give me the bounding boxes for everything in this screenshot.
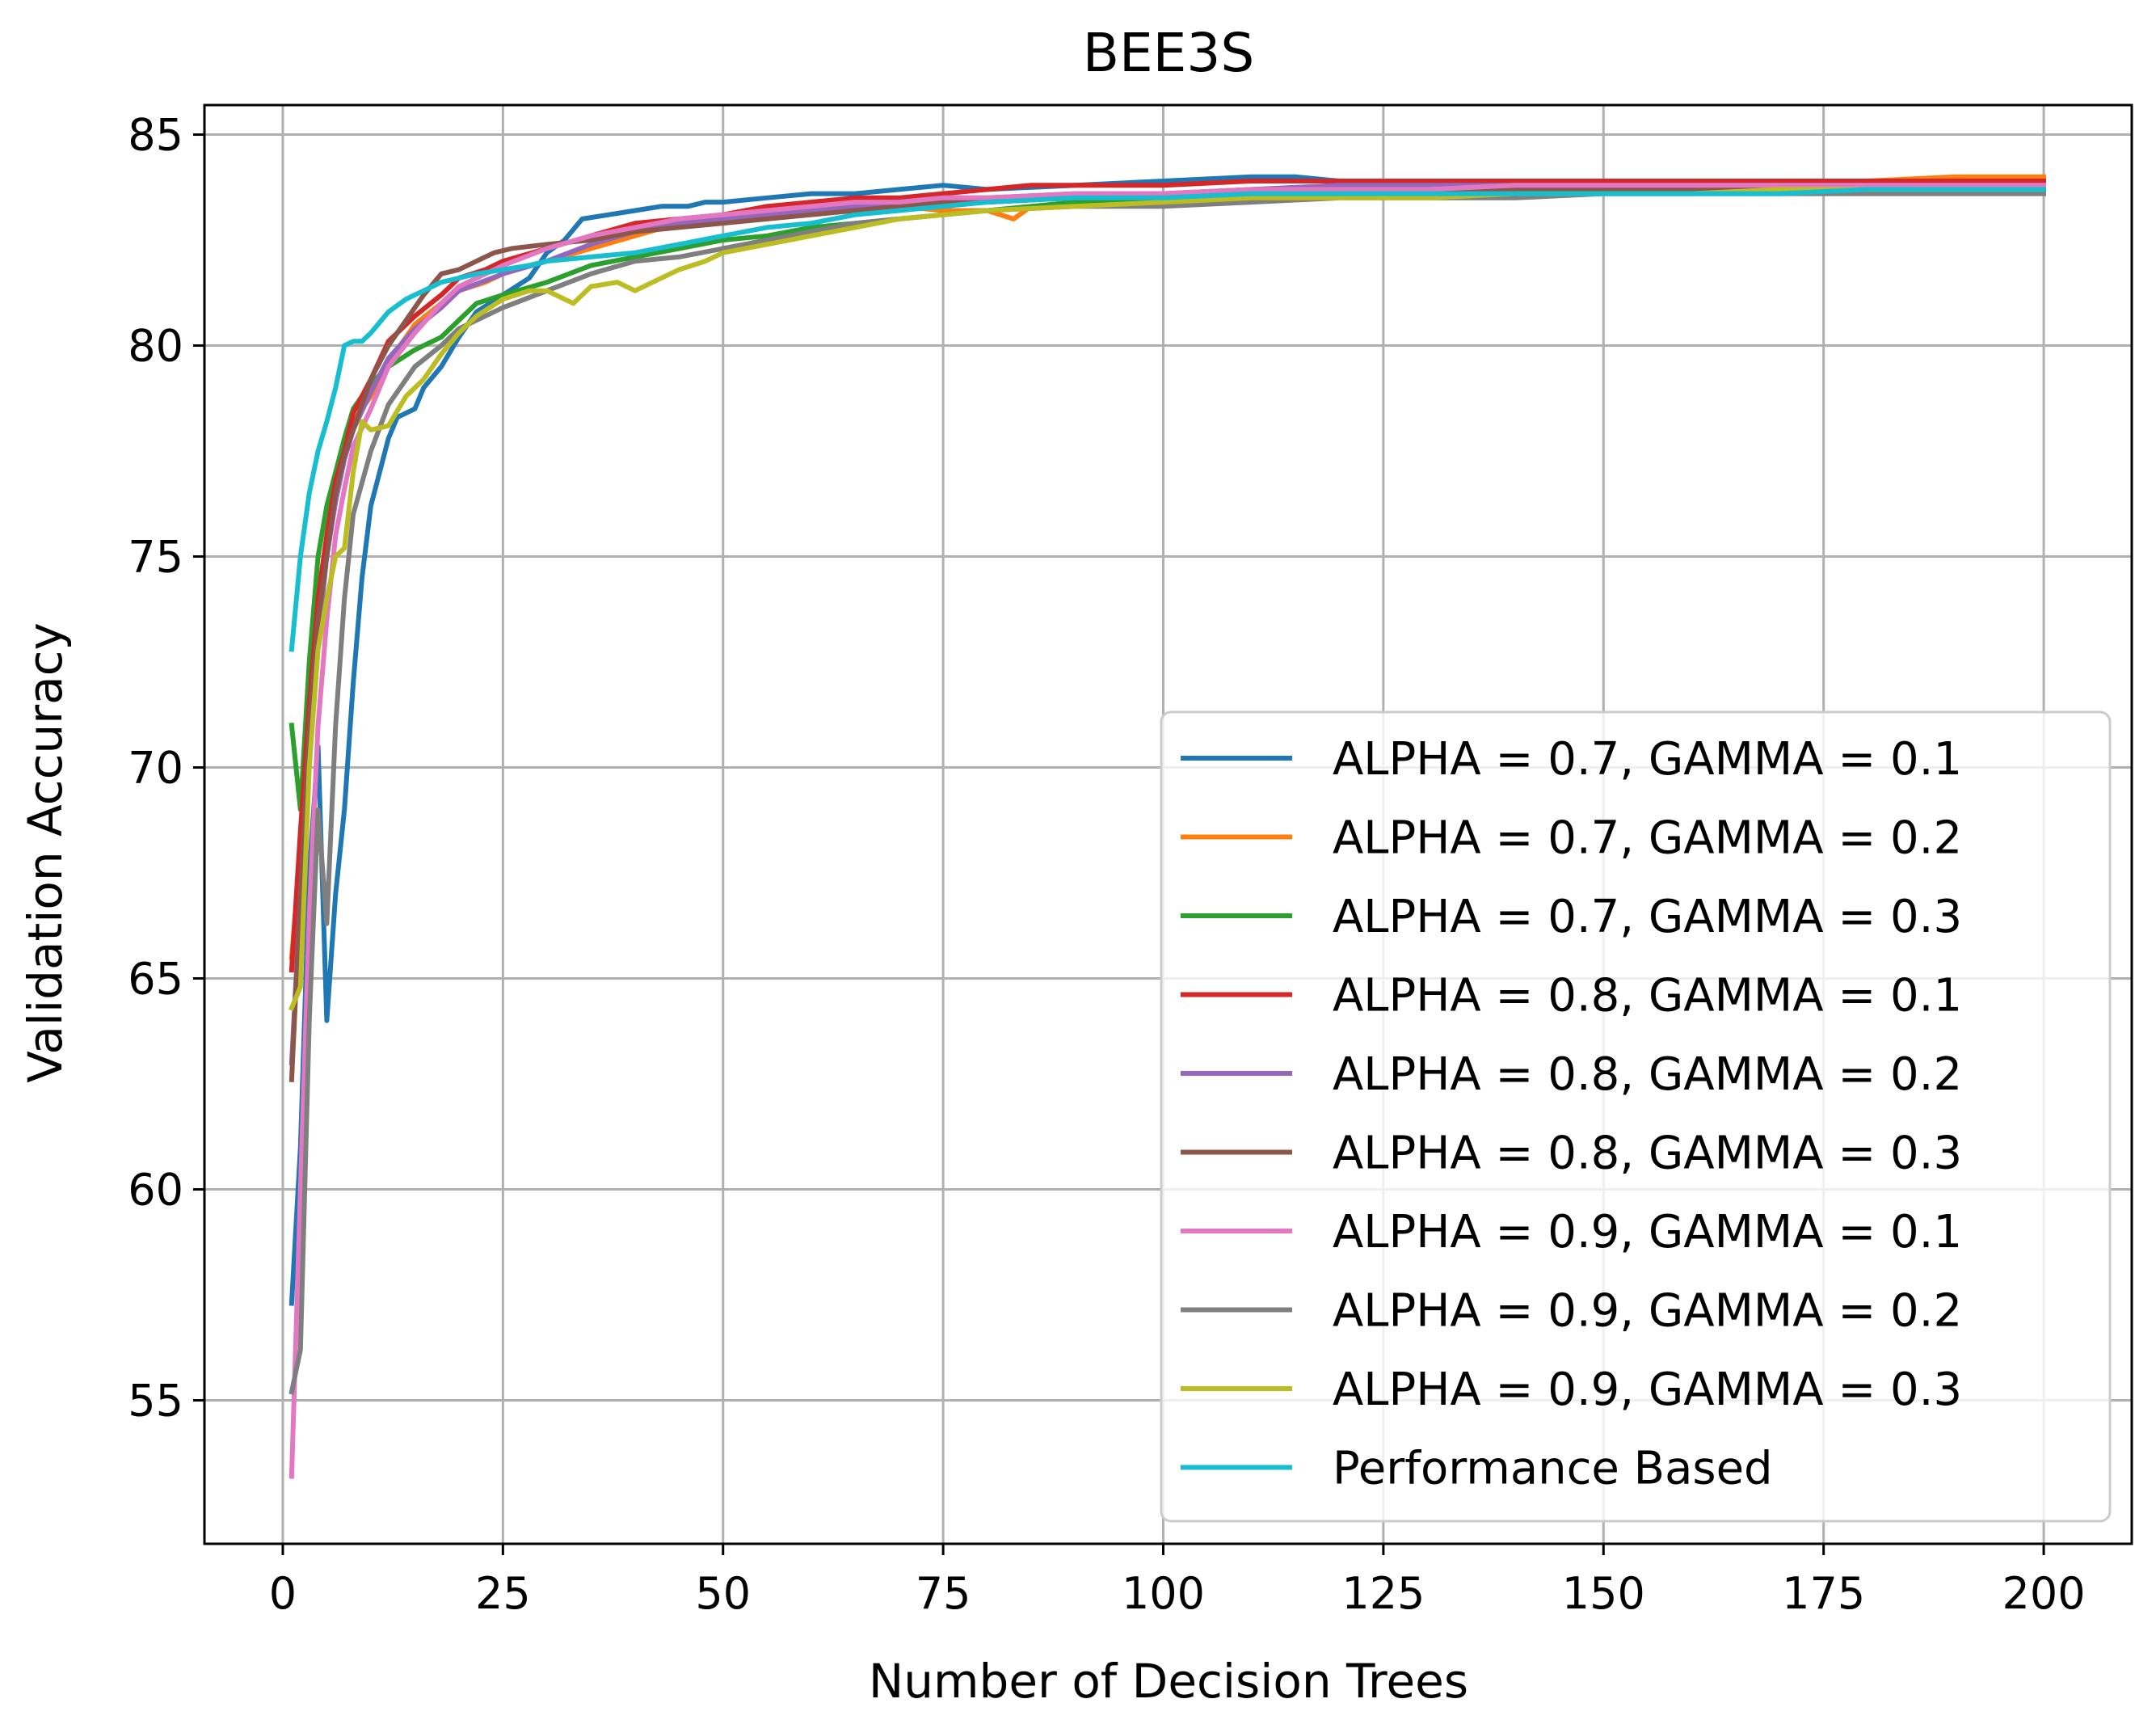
x-tick-label: 125 [1341,1568,1425,1619]
x-tick-label: 0 [269,1568,297,1619]
series-line-7 [288,183,2046,1479]
y-tick-label: 55 [128,1376,183,1427]
x-tick-label: 25 [475,1568,531,1619]
y-tick-label: 65 [128,954,183,1005]
legend-label: ALPHA = 0.8, GAMMA = 0.3 [1333,1128,1962,1180]
x-tick-label: 50 [695,1568,751,1619]
series-line-8 [288,191,2046,1395]
x-tick-label: 175 [1782,1568,1865,1619]
y-tick-label: 70 [128,743,183,794]
legend-label: ALPHA = 0.7, GAMMA = 0.2 [1333,812,1962,865]
legend-label: ALPHA = 0.8, GAMMA = 0.1 [1333,970,1962,1022]
axis-ticks: 0 25 50 75 100 125 150 175 200 55 60 65 70 75 80 85 [128,110,2085,1619]
x-tick-label: 150 [1562,1568,1645,1619]
legend-label: ALPHA = 0.7, GAMMA = 0.1 [1333,733,1962,786]
series-lines [288,174,2046,1479]
y-tick-label: 85 [128,110,183,161]
x-tick-label: 75 [916,1568,971,1619]
legend-label: ALPHA = 0.9, GAMMA = 0.1 [1333,1206,1962,1258]
plot-area-frame [203,103,2133,1545]
series-line-10 [288,187,2046,652]
legend-box [1160,710,2112,1523]
y-tick-label: 80 [128,321,183,372]
legend-label: ALPHA = 0.8, GAMMA = 0.2 [1333,1048,1962,1101]
series-line-9 [288,187,2046,1012]
x-axis-label: Number of Decision Trees [869,1654,1468,1709]
x-tick-label: 100 [1122,1568,1205,1619]
chart-title: BEE3S [1083,22,1255,84]
legend-label: Performance Based [1333,1443,1773,1495]
x-tick-label: 200 [2002,1568,2086,1619]
legend: ALPHA = 0.7, GAMMA = 0.1 ALPHA = 0.7, GAM… [1160,710,2112,1523]
legend-label: ALPHA = 0.7, GAMMA = 0.3 [1333,891,1962,943]
legend-label: ALPHA = 0.9, GAMMA = 0.2 [1333,1285,1962,1338]
y-tick-label: 60 [128,1165,183,1216]
y-tick-label: 75 [128,532,183,583]
y-axis-label: Validation Accuracy [18,622,73,1083]
legend-label: ALPHA = 0.9, GAMMA = 0.3 [1333,1364,1962,1416]
